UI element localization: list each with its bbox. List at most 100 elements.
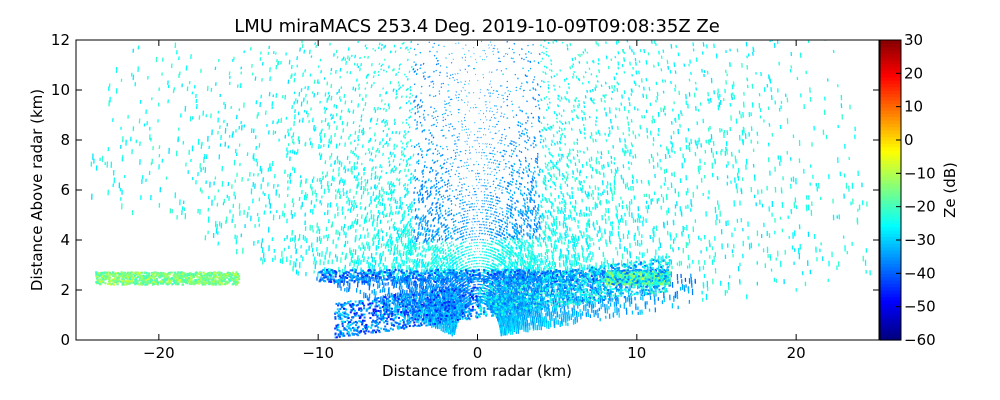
radar-gate	[515, 265, 518, 269]
radar-gate	[501, 251, 504, 255]
radar-gate	[496, 230, 498, 233]
radar-gate	[514, 259, 517, 264]
radar-gate	[501, 249, 504, 252]
radar-gate	[446, 244, 449, 247]
radar-gate	[466, 264, 469, 267]
radar-gate	[519, 250, 522, 255]
radar-gate	[447, 253, 450, 256]
radar-gate	[490, 293, 493, 297]
radar-gate	[486, 233, 489, 236]
radar-gate	[499, 290, 502, 295]
radar-gate	[482, 262, 485, 265]
radar-gate	[494, 293, 497, 296]
radar-gate	[464, 265, 467, 267]
radar-gate	[456, 290, 459, 293]
radar-gate	[462, 213, 465, 216]
radar-gate	[427, 246, 430, 251]
radar-gate	[495, 211, 498, 214]
radar-gate	[462, 232, 464, 235]
radar-gate	[512, 236, 515, 240]
radar-gate	[436, 246, 439, 250]
radar-gate	[480, 280, 483, 283]
radar-gate	[485, 257, 488, 260]
radar-gate	[455, 260, 458, 263]
radar-gate	[453, 252, 456, 255]
radar-gate	[463, 219, 466, 222]
radar-gate	[455, 257, 458, 260]
radar-gate	[455, 247, 458, 251]
radar-gate	[461, 244, 464, 247]
radar-gate	[421, 245, 424, 249]
radar-gate	[430, 257, 433, 261]
radar-gate	[457, 231, 459, 234]
radar-gate	[461, 302, 464, 305]
radar-gate	[494, 285, 497, 289]
radar-gate	[468, 264, 471, 266]
radar-gate	[515, 243, 518, 247]
radar-gate	[449, 265, 452, 268]
radar-gate	[440, 267, 443, 271]
radar-gate	[509, 265, 512, 269]
radar-gate	[459, 258, 462, 261]
radar-gate	[483, 266, 485, 268]
radar-gate	[447, 263, 450, 267]
radar-gate	[464, 300, 467, 304]
radar-gate	[489, 267, 491, 270]
radar-gate	[508, 270, 510, 275]
radar-gate	[479, 295, 481, 298]
radar-gate	[492, 228, 495, 231]
radar-gate	[518, 245, 521, 250]
radar-gate	[462, 298, 465, 301]
radar-gate	[436, 253, 439, 258]
radar-gate	[469, 230, 471, 233]
radar-gate	[455, 244, 458, 247]
radar-gate	[504, 225, 507, 228]
radar-gate	[437, 227, 440, 230]
radar-gate	[441, 262, 444, 267]
radar-gate	[521, 242, 524, 246]
radar-gate	[439, 281, 442, 285]
radar-gate	[484, 284, 487, 287]
radar-gate	[437, 234, 440, 237]
radar-gate	[491, 256, 494, 259]
radar-gate	[457, 237, 459, 240]
radar-gate	[458, 310, 461, 314]
radar-gate	[443, 267, 446, 270]
plot-area	[90, 40, 871, 339]
radar-gate	[434, 260, 436, 264]
radar-gate	[513, 223, 516, 227]
radar-gate	[503, 250, 505, 253]
radar-gate	[487, 230, 490, 233]
radar-gate	[463, 291, 465, 294]
radar-gate	[440, 264, 443, 268]
radar-gate	[484, 293, 487, 296]
radar-gate	[516, 236, 519, 240]
radar-gate	[431, 229, 434, 233]
radar-gate	[428, 233, 430, 237]
radar-gate	[438, 237, 441, 241]
radar-gate	[485, 224, 488, 226]
radar-gate	[520, 263, 523, 268]
radar-gate	[516, 226, 519, 230]
radar-gate	[480, 296, 483, 298]
radar-gate	[454, 251, 457, 254]
radar-gate	[486, 257, 489, 260]
radar-gate	[484, 239, 487, 241]
radar-gate	[519, 238, 521, 243]
radar-gate	[450, 240, 453, 243]
radar-gate	[430, 238, 433, 243]
radar-gate	[459, 261, 461, 265]
radar-gate	[458, 259, 461, 262]
radar-gate	[434, 234, 436, 238]
radar-gate	[444, 235, 447, 239]
radar-gate	[498, 233, 501, 237]
radar-gate	[520, 230, 522, 233]
radar-gate	[453, 283, 455, 286]
radar-gate	[501, 242, 504, 245]
radar-gate	[470, 260, 472, 263]
radar-gate	[446, 279, 449, 284]
radar-gate	[513, 263, 516, 266]
radar-gate	[501, 268, 503, 271]
radar-gate	[434, 230, 437, 233]
radar-gate	[506, 219, 508, 222]
